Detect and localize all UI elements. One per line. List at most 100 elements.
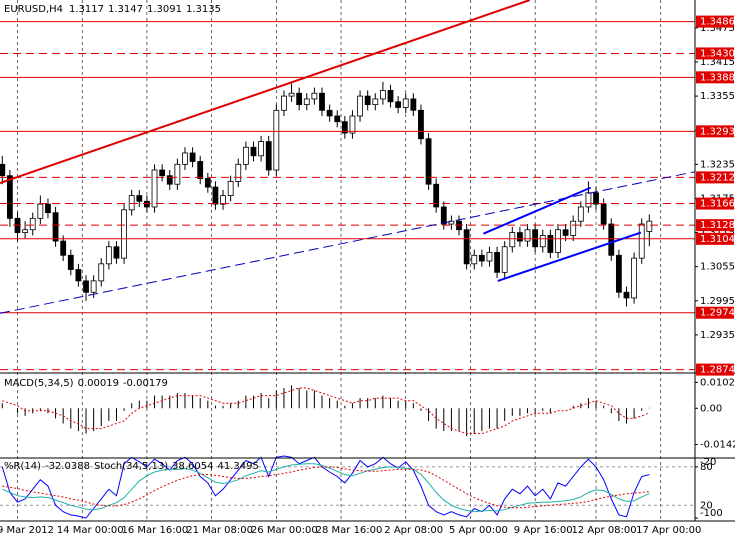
y-tick-label: 0.00 — [700, 403, 722, 414]
y-tick-label: 80 — [700, 462, 713, 473]
candle-body — [29, 217, 36, 231]
candle-body — [570, 220, 577, 236]
candle-body — [250, 146, 257, 157]
level-tag — [696, 125, 734, 138]
wpr-name: %R(14) — [4, 461, 41, 472]
x-tick-label: 9 Mar 2012 — [0, 525, 54, 536]
y-tick-label: 1.2995 — [700, 296, 735, 307]
candle-body — [638, 223, 645, 259]
x-tick-label: 12 Apr 08:00 — [571, 525, 636, 536]
level-tag — [696, 363, 734, 376]
candle-body — [144, 200, 150, 208]
candle-body — [189, 152, 196, 162]
osc-title: %R(14) -32.0388 Stoch(34,5,13) 38.6054 41.34… — [4, 461, 259, 472]
candle-body — [357, 95, 363, 117]
y-tick-label: 1.2935 — [700, 330, 735, 341]
candle-body — [319, 92, 325, 111]
candle-body — [281, 95, 287, 111]
x-tick-label: 17 Apr 00:00 — [636, 525, 701, 536]
candle-body — [509, 232, 516, 248]
candle-body — [197, 161, 204, 179]
trendline — [0, 0, 531, 185]
candle-body — [37, 203, 44, 219]
candle-body — [296, 92, 303, 106]
candle-body — [128, 195, 135, 211]
candle-body — [227, 180, 234, 196]
level-tag — [696, 171, 734, 184]
level-tag — [696, 306, 734, 319]
candle-body — [265, 141, 272, 171]
candle-body — [600, 203, 607, 225]
stoch-last: 38.6054 — [172, 461, 213, 472]
last-close: 1.3135 — [186, 4, 221, 15]
y2-tick-label: -100 — [700, 508, 723, 519]
macd-title: MACD(5,34,5) 0.00019 -0.00179 — [4, 378, 168, 389]
level-label: 1.2974 — [700, 308, 735, 319]
level-label: 1.3486 — [700, 17, 735, 28]
candle-body — [75, 269, 82, 282]
candle-body — [326, 109, 333, 117]
level-tag — [696, 219, 734, 232]
trendline — [497, 231, 642, 282]
y2-tick-label: -20 — [700, 457, 716, 468]
candle-body — [258, 141, 265, 157]
y-tick-label: 20 — [700, 500, 713, 511]
y-tick-label: 1.3475 — [700, 23, 735, 34]
candle-body — [615, 254, 622, 293]
level-tag — [696, 197, 734, 210]
macd-last: 0.00019 — [78, 378, 119, 389]
y-tick-label: 1.3055 — [700, 262, 735, 273]
candle-body — [136, 195, 143, 202]
candle-body — [387, 90, 394, 103]
candle-body — [631, 257, 638, 299]
level-label: 1.3430 — [700, 48, 735, 59]
x-tick-label: 26 Mar 00:00 — [251, 525, 318, 536]
candle-body — [418, 109, 424, 140]
candle-body — [242, 146, 249, 165]
candle-body — [623, 291, 630, 299]
y-tick-label: 1.3355 — [700, 91, 735, 102]
last-high: 1.3147 — [108, 4, 143, 15]
level-tag — [696, 15, 734, 28]
level-label: 1.3212 — [700, 172, 735, 183]
x-tick-label: 5 Apr 00:00 — [449, 525, 508, 536]
candle-body — [379, 90, 386, 100]
chart-title: EURUSD,H4 1.3117 1.3147 1.3091 1.3135 — [4, 4, 221, 15]
candle-body — [67, 254, 74, 270]
level-label: 1.3388 — [700, 72, 735, 83]
level-label: 1.2874 — [700, 365, 735, 376]
candle-body — [433, 183, 440, 208]
symbol: EURUSD,H4 — [4, 4, 63, 15]
level-tag — [696, 71, 734, 84]
candle-body — [471, 254, 478, 265]
x-tick-label: 9 Apr 16:00 — [514, 525, 573, 536]
x-tick-label: 28 Mar 16:00 — [316, 525, 383, 536]
candle-body — [22, 229, 29, 233]
x-tick-label: 21 Mar 08:00 — [186, 525, 253, 536]
y-tick-label: 1.3235 — [700, 159, 735, 170]
candle-body — [212, 186, 219, 205]
candle-body — [105, 246, 112, 265]
candle-body — [585, 192, 592, 208]
wpr-line — [1, 455, 650, 519]
last-open: 1.3117 — [69, 4, 104, 15]
candle-body — [517, 232, 523, 242]
candle-body — [349, 115, 356, 134]
candle-body — [547, 234, 554, 253]
stoch-signal-line — [2, 466, 650, 509]
candle-body — [0, 163, 6, 177]
candle-body — [303, 98, 310, 106]
level-tag — [696, 232, 734, 245]
candle-body — [113, 246, 120, 259]
x-tick-label: 16 Mar 16:00 — [122, 525, 189, 536]
candle-body — [273, 109, 280, 171]
y-tick-label: 1.3415 — [700, 57, 735, 68]
candle-body — [486, 252, 493, 262]
candle-body — [440, 206, 447, 225]
level-tag — [696, 47, 734, 60]
candle-body — [220, 195, 226, 205]
trendline — [0, 171, 696, 314]
